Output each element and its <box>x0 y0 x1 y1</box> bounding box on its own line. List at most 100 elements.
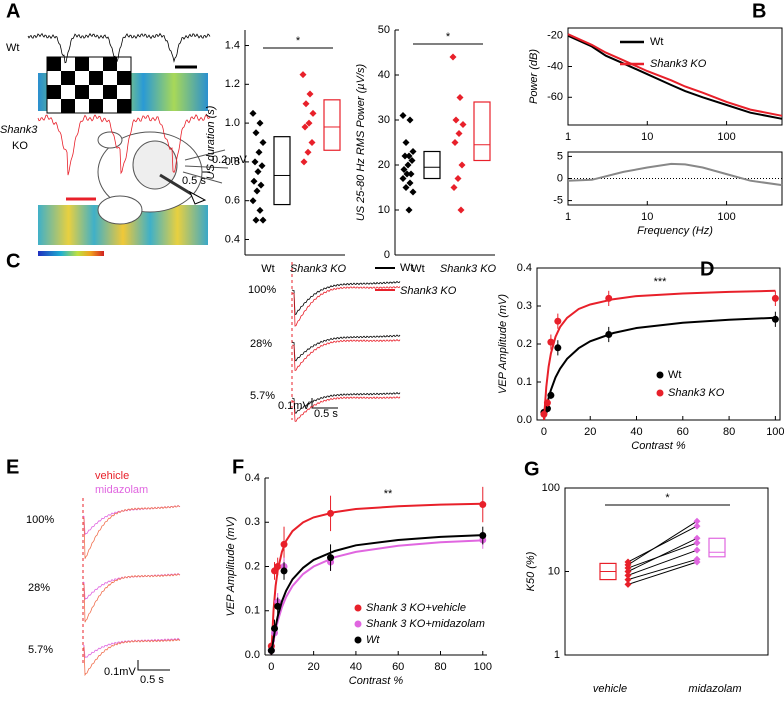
data-point <box>693 539 701 547</box>
x-tick-label: 100 <box>717 211 735 223</box>
data-point <box>406 116 414 124</box>
pair-line <box>627 525 698 563</box>
pair-line <box>627 520 698 566</box>
data-point <box>259 139 267 146</box>
data-point <box>409 148 417 155</box>
data-point <box>452 116 460 124</box>
y-axis-label: US 25-80 Hz RMS Power (µV/s) <box>355 64 367 222</box>
panel-label: B <box>752 0 766 22</box>
y-tick-label: 1.2 <box>225 78 240 90</box>
data-point <box>554 344 562 352</box>
data-point <box>771 315 779 323</box>
data-point <box>401 152 409 160</box>
significance: * <box>296 35 301 47</box>
fit-line <box>270 534 483 656</box>
x-tick-label: Shank3 KO <box>290 263 347 275</box>
x-tick-label: 0 <box>268 661 274 673</box>
scale-bar <box>311 398 338 409</box>
checker-square <box>61 71 75 85</box>
label: Shank3 <box>0 124 38 136</box>
fit-line <box>542 289 776 421</box>
data-point <box>406 179 414 187</box>
box <box>708 537 726 558</box>
significance: ** <box>384 488 393 500</box>
checker-square <box>75 85 89 99</box>
legend-label: Wt <box>366 634 380 646</box>
data-point <box>457 206 465 214</box>
data-point <box>249 197 257 205</box>
legend-label: Shank3 KO <box>650 58 707 70</box>
data-point <box>402 184 410 191</box>
y-tick-label: 10 <box>548 565 560 577</box>
data-point <box>255 148 263 156</box>
data-point <box>449 53 457 61</box>
significance: *** <box>654 276 668 288</box>
y-tick-label: 0.8 <box>225 156 240 168</box>
scale-label: 0.5 s <box>182 175 206 187</box>
x-tick-label: 100 <box>766 426 784 438</box>
x-tick-label: 80 <box>434 661 446 673</box>
data-point <box>252 216 260 224</box>
checker-square <box>89 99 103 113</box>
y-tick-label: -60 <box>547 91 563 103</box>
checker-square <box>75 57 89 71</box>
data-point <box>327 554 335 562</box>
pair-line <box>627 542 698 569</box>
y-tick-label: 0.0 <box>245 649 260 661</box>
data-point <box>404 161 412 169</box>
y-tick-label: 0.3 <box>517 300 532 312</box>
data-point <box>624 580 632 588</box>
y-tick-label: 0 <box>384 249 390 261</box>
x-tick-label: Wt <box>411 263 424 275</box>
data-point <box>409 188 417 196</box>
data-point <box>408 157 416 164</box>
scale-label: 0.1mV <box>278 400 310 412</box>
data-point <box>450 184 458 191</box>
data-point <box>554 317 562 325</box>
trace <box>291 334 401 362</box>
data-point <box>271 624 279 632</box>
data-point <box>605 294 613 302</box>
label: Wt <box>6 42 19 54</box>
data-point <box>308 139 316 146</box>
significance: * <box>446 31 451 43</box>
data-point <box>302 100 310 108</box>
checker-square <box>61 99 75 113</box>
data-point <box>624 576 632 584</box>
trace <box>27 32 211 64</box>
line <box>567 34 783 120</box>
data-point <box>693 522 701 530</box>
mouse <box>97 131 229 225</box>
line <box>567 33 783 117</box>
data-point <box>305 119 313 127</box>
data-point <box>403 170 411 178</box>
y-tick-label: 0.6 <box>225 195 240 207</box>
trace <box>291 396 401 422</box>
label: 28% <box>28 582 50 594</box>
data-point <box>479 501 487 509</box>
data-point <box>309 109 317 117</box>
data-point <box>274 602 282 610</box>
x-tick-label: 1 <box>565 131 571 143</box>
x-tick-label: Shank3 KO <box>440 263 497 275</box>
data-point <box>543 399 551 407</box>
x-tick-label: 20 <box>584 426 596 438</box>
x-tick-label: Wt <box>261 263 274 275</box>
trace <box>291 285 401 327</box>
data-point <box>455 130 463 137</box>
trace <box>82 638 181 677</box>
x-tick-label: 60 <box>677 426 689 438</box>
data-point <box>304 148 312 156</box>
box <box>423 150 441 180</box>
scale-label: 0.1mV <box>104 666 136 678</box>
data-point <box>259 216 267 224</box>
y-tick-label: 100 <box>542 482 560 494</box>
checker-square <box>117 71 131 85</box>
trace <box>82 572 181 601</box>
data-point <box>693 517 701 525</box>
data-point <box>254 168 262 176</box>
legend-label: Wt <box>668 369 681 381</box>
panel-label: A <box>6 0 20 22</box>
y-tick-label: 20 <box>378 159 390 171</box>
pair-line <box>627 537 698 572</box>
